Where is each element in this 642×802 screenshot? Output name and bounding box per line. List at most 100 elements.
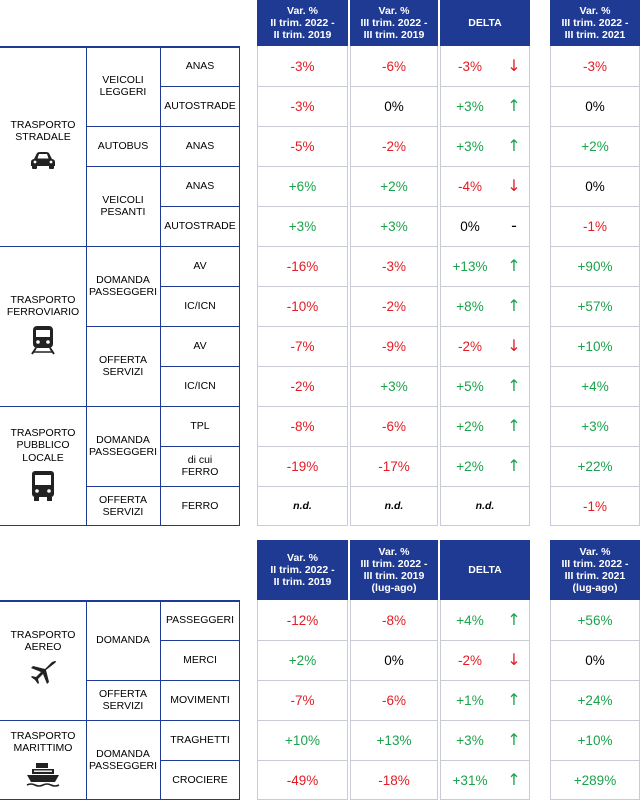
value-c4: -3% (582, 58, 607, 74)
value-c4: +57% (577, 298, 613, 314)
column-border (347, 46, 348, 526)
value-c4: 0% (585, 178, 605, 194)
row-divider (86, 126, 160, 127)
arrow-up-icon: ↑ (507, 136, 521, 155)
category-0: TRASPORTO STRADALE (0, 46, 86, 246)
subcategory-label: OFFERTA SERVIZI (98, 353, 148, 379)
arrow-up-icon: ↑ (507, 730, 521, 749)
column-divider (239, 600, 240, 800)
row-divider (86, 486, 160, 487)
row-label: CROCIERE (172, 773, 228, 786)
column-border (529, 46, 530, 526)
row-divider (550, 720, 640, 721)
category-divider (0, 720, 160, 721)
value-c2: -3% (381, 258, 406, 274)
row-divider (257, 640, 348, 641)
table-bottom-border (0, 799, 240, 800)
value-c2: -8% (381, 612, 406, 628)
arrow-down-icon: ↓ (507, 336, 521, 355)
category-1: TRASPORTO FERROVIARIO (0, 246, 86, 406)
row-label: AV (193, 259, 207, 272)
delta-value: +8% (456, 298, 484, 314)
value-c4: -1% (582, 498, 607, 514)
arrow-up-icon: ↑ (507, 456, 521, 475)
row-divider (257, 486, 348, 487)
value-c1: -8% (290, 418, 315, 434)
value-c4: +56% (577, 612, 613, 628)
column-border (550, 46, 551, 526)
value-c4: -1% (582, 218, 607, 234)
category-divider (0, 406, 160, 407)
row-divider (350, 720, 438, 721)
value-c2: -2% (381, 298, 406, 314)
delta-value: -2% (457, 652, 482, 668)
row-divider (550, 206, 640, 207)
row-divider (257, 126, 348, 127)
delta-value: -4% (457, 178, 482, 194)
dash-icon: - (511, 216, 517, 235)
subcategory-label: OFFERTA SERVIZI (98, 687, 148, 713)
row-divider (257, 720, 348, 721)
column-divider (86, 46, 87, 526)
row-label: AUTOSTRADE (164, 219, 236, 232)
column-border (550, 799, 640, 800)
row-divider (257, 446, 348, 447)
header-col2: Var. % III trim. 2022 - III trim. 2019 (lug… (350, 540, 438, 600)
column-divider (160, 46, 161, 526)
row-divider (440, 206, 530, 207)
value-c1: -10% (286, 298, 319, 314)
category-divider (0, 246, 160, 247)
row-divider (550, 406, 640, 407)
column-border (350, 46, 351, 526)
column-border (639, 46, 640, 526)
row-divider (350, 206, 438, 207)
arrow-up-icon: ↑ (507, 256, 521, 275)
row-divider (550, 86, 640, 87)
delta-value: +2% (456, 458, 484, 474)
row-divider (257, 286, 348, 287)
row-divider (350, 86, 438, 87)
column-border (440, 799, 530, 800)
value-c2: -6% (381, 58, 406, 74)
value-c1: -7% (290, 338, 315, 354)
subcategory-label: VEICOLI PESANTI (100, 193, 146, 219)
row-divider (440, 326, 530, 327)
column-border (257, 600, 258, 800)
subcategory-label: DOMANDA PASSEGGERI (88, 747, 158, 773)
arrow-down-icon: ↓ (507, 176, 521, 195)
subcategory-label: DOMANDA PASSEGGERI (88, 273, 158, 299)
row-label: AUTOSTRADE (164, 99, 236, 112)
row-divider (160, 326, 240, 327)
value-c2: 0% (384, 652, 404, 668)
value-c1: -3% (290, 58, 315, 74)
row-divider (550, 286, 640, 287)
subcategory-label: DOMANDA (96, 633, 150, 646)
column-border (440, 46, 441, 526)
airplane-icon (28, 660, 58, 692)
row-label: ANAS (185, 59, 215, 72)
delta-value: +3% (456, 98, 484, 114)
train-icon (29, 325, 57, 359)
row-divider (550, 366, 640, 367)
value-c1: +6% (288, 178, 317, 194)
subcategory-label: OFFERTA SERVIZI (98, 493, 148, 519)
delta-value: +4% (456, 612, 484, 628)
column-border (440, 525, 530, 526)
row-divider (257, 86, 348, 87)
value-c2: +13% (376, 732, 412, 748)
bus-icon (30, 470, 56, 506)
table-top-border (0, 46, 240, 48)
value-c2: -18% (378, 772, 410, 788)
subcategory-label: DOMANDA PASSEGGERI (88, 433, 158, 459)
column-divider (86, 600, 87, 800)
delta-value: n.d. (475, 500, 495, 512)
row-label: ANAS (185, 179, 215, 192)
delta-value: -2% (457, 338, 482, 354)
delta-value: +3% (456, 732, 484, 748)
value-c2: -9% (381, 338, 406, 354)
row-divider (350, 366, 438, 367)
ship-icon (26, 761, 60, 791)
row-label: AV (193, 339, 207, 352)
row-divider (350, 680, 438, 681)
row-label: TPL (190, 419, 210, 432)
